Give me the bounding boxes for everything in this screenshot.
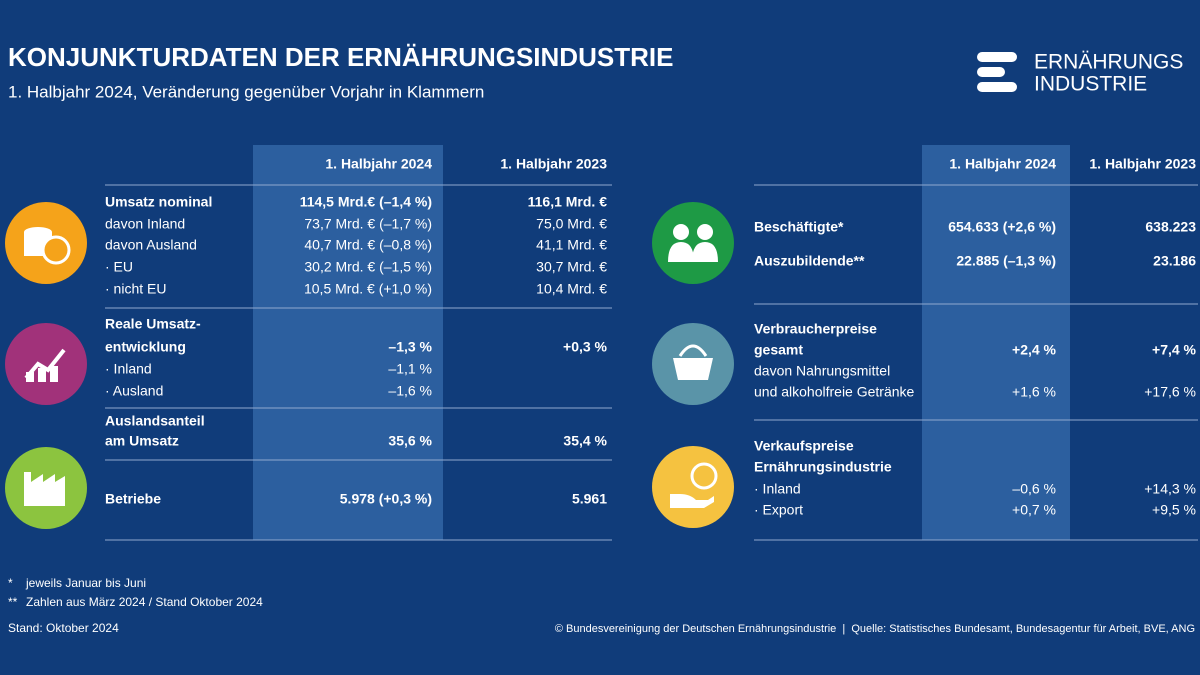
cell-2024: 22.885 (–1,3 %) [956,253,1056,269]
row-label: Auslandsanteil [105,413,205,429]
row-label: Auszubildende** [754,253,865,269]
row-label: · Ausland [105,383,163,399]
footnote: jeweils Januar bis Juni [25,576,146,590]
row-label: · EU [105,259,133,275]
cell-2024: –1,6 % [388,383,432,399]
cell-2024: 35,6 % [388,433,432,449]
cell-2024: +2,4 % [1012,342,1057,358]
icon-shape [673,224,689,240]
column-header: 1. Halbjahr 2023 [1089,156,1196,172]
highlight-column [253,145,443,540]
icon-shape [670,494,714,508]
row-label: · Export [754,502,803,518]
logo-text: INDUSTRIE [1034,73,1147,96]
cell-2024: 10,5 Mrd. € (+1,0 %) [304,281,432,297]
logo: ERNÄHRUNGS INDUSTRIE [977,51,1183,96]
row-label: · nicht EU [105,281,166,297]
cell-2023: 23.186 [1153,253,1196,269]
column-header: 1. Halbjahr 2024 [325,156,432,172]
icon-chart [5,323,87,405]
icons [5,202,734,529]
row-label: Verkaufspreise [754,438,854,454]
highlight-column [922,145,1070,540]
logo-text: ERNÄHRUNGS [1034,51,1183,74]
cell-2023: 75,0 Mrd. € [536,216,607,232]
source: © Bundesvereinigung der Deutschen Ernähr… [555,623,1195,635]
cell-2023: 5.961 [572,491,607,507]
cell-2024: 30,2 Mrd. € (–1,5 %) [304,259,432,275]
footnote: Zahlen aus März 2024 / Stand Oktober 202… [26,595,263,609]
row-label: Betriebe [105,491,161,507]
cell-2023: +0,3 % [563,339,608,355]
logo-bar [977,82,1017,92]
cell-2023: 116,1 Mrd. € [528,194,608,210]
footnote-mark: ** [8,595,18,609]
icon-shape [41,235,71,265]
row-label: Reale Umsatz- [105,316,201,332]
icon-shape [50,366,58,382]
icon-shape [24,348,66,380]
row-label: Beschäftigte* [754,219,844,235]
row-label: am Umsatz [105,433,179,449]
icon-shape [697,224,713,240]
column-header: 1. Halbjahr 2023 [500,156,607,172]
stand: Stand: Oktober 2024 [8,621,119,635]
cell-2023: 41,1 Mrd. € [536,237,607,253]
logo-bar [977,52,1017,62]
cell-2024: –1,1 % [388,361,432,377]
row-label: entwicklung [105,339,186,355]
icon-shape [668,242,718,262]
cell-2024: +0,7 % [1012,502,1056,518]
title: KONJUNKTURDATEN DER ERNÄHRUNGSINDUSTRIE [8,42,673,72]
row-label: davon Ausland [105,237,197,253]
cell-2023: +14,3 % [1144,481,1196,497]
icon-shape [690,462,718,490]
icon-shape [26,372,34,382]
icon-shape [673,358,713,380]
row-label: und alkoholfreie Getränke [754,384,915,400]
icon-shape [678,344,708,357]
row-label: Ernährungsindustrie [754,459,892,475]
icon-people [652,202,734,284]
icon-shape [24,472,65,506]
cell-2024: 73,7 Mrd. € (–1,7 %) [304,216,432,232]
cell-2024: –1,3 % [388,339,432,355]
row-label: · Inland [105,361,152,377]
row-label: · Inland [754,481,801,497]
cell-2024: –0,6 % [1012,481,1056,497]
cell-2024: 5.978 (+0,3 %) [340,491,432,507]
icon-hand-coin [652,446,734,528]
footnote-mark: * [8,576,13,590]
icon-shape [38,368,46,382]
cell-2023: 30,7 Mrd. € [536,259,607,275]
row-label: Umsatz nominal [105,194,212,210]
cell-2023: 638.223 [1145,219,1196,235]
cell-2024: 40,7 Mrd. € (–0,8 %) [304,237,432,253]
column-header: 1. Halbjahr 2024 [949,156,1056,172]
row-label: davon Inland [105,216,185,232]
row-label: davon Nahrungsmittel [754,363,890,379]
cell-2023: +17,6 % [1144,384,1196,400]
cell-2024: +1,6 % [1012,384,1056,400]
cell-2024: 114,5 Mrd.€ (–1,4 %) [300,194,432,210]
subtitle: 1. Halbjahr 2024, Veränderung gegenüber … [8,82,484,101]
cell-2023: 35,4 % [563,433,607,449]
row-label: gesamt [754,342,803,358]
row-label: Verbraucherpreise [754,321,877,337]
cell-2023: +9,5 % [1152,502,1196,518]
logo-bar [977,67,1005,77]
cell-2023: 10,4 Mrd. € [536,281,607,297]
cell-2023: +7,4 % [1152,342,1197,358]
cell-2024: 654.633 (+2,6 %) [948,219,1056,235]
